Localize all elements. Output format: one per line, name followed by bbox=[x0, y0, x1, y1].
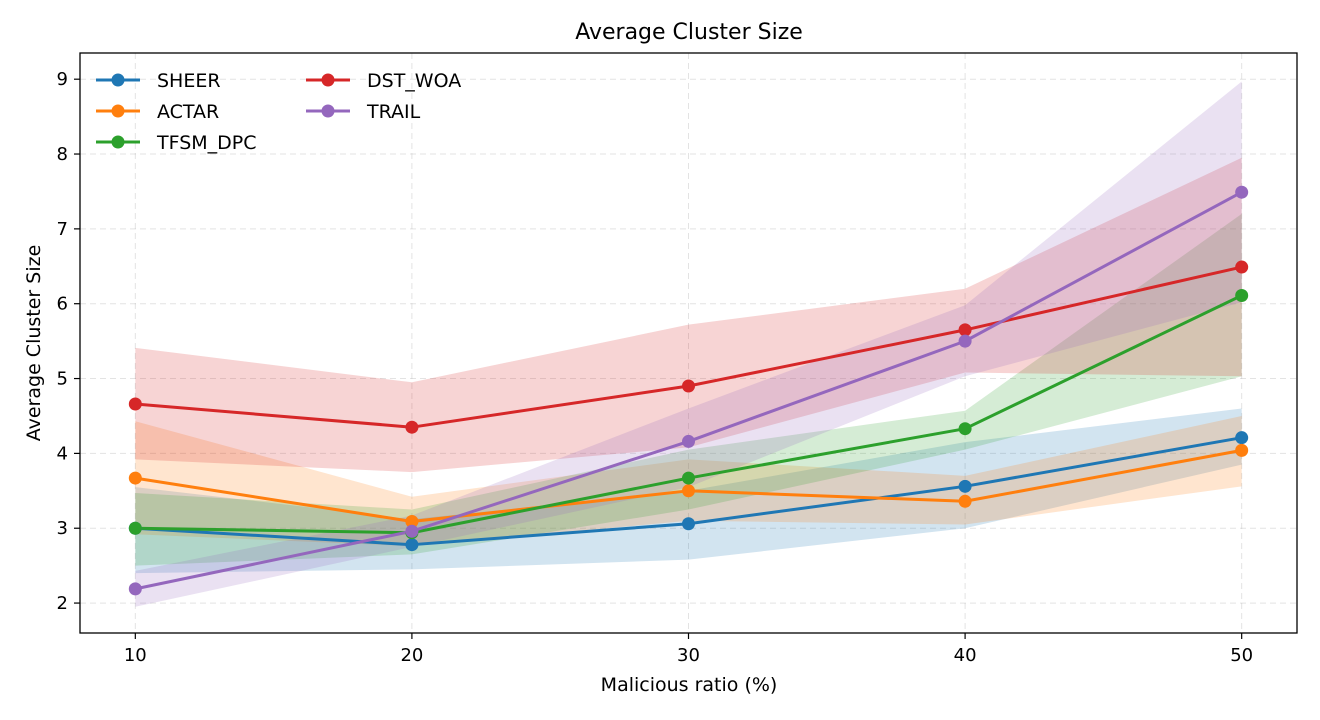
x-tick-label: 30 bbox=[677, 645, 700, 666]
x-tick-label: 50 bbox=[1230, 645, 1253, 666]
legend-label-trail: TRAIL bbox=[366, 101, 421, 123]
trail-point bbox=[1235, 185, 1249, 199]
y-tick-label: 9 bbox=[57, 69, 68, 90]
tfsm-dpc-point bbox=[958, 422, 972, 436]
dst-woa-point bbox=[958, 323, 972, 337]
actar-point bbox=[128, 471, 142, 485]
legend-item-trail: TRAIL bbox=[306, 101, 421, 123]
y-tick-label: 4 bbox=[57, 443, 68, 464]
legend-item-sheer: SHEER bbox=[96, 70, 221, 92]
tfsm-dpc-point bbox=[1235, 288, 1249, 302]
sheer-point bbox=[1235, 431, 1249, 445]
x-tick-label: 10 bbox=[124, 645, 147, 666]
y-tick-label: 7 bbox=[57, 219, 68, 240]
y-axis-label: Average Cluster Size bbox=[23, 245, 45, 442]
legend-marker-actar bbox=[111, 104, 125, 118]
trail-point bbox=[128, 582, 142, 596]
y-tick-label: 5 bbox=[57, 369, 68, 390]
dst-woa-point bbox=[405, 420, 419, 434]
x-tick-label: 20 bbox=[400, 645, 423, 666]
legend-label-actar: ACTAR bbox=[157, 101, 219, 123]
trail-band bbox=[135, 81, 1242, 607]
legend-label-sheer: SHEER bbox=[157, 70, 221, 92]
y-tick-label: 6 bbox=[57, 294, 68, 315]
legend: SHEER ACTAR TFSM_DPC DST_WOA TRAIL bbox=[96, 70, 461, 154]
trail-point bbox=[682, 434, 695, 448]
legend-label-tfsm-dpc: TFSM_DPC bbox=[156, 132, 257, 154]
x-axis-label: Malicious ratio (%) bbox=[601, 674, 778, 696]
actar-point bbox=[405, 514, 419, 528]
legend-marker-dst-woa bbox=[321, 73, 335, 87]
x-axis-ticks: 10 20 30 40 50 bbox=[124, 633, 1253, 666]
trail-point bbox=[405, 524, 419, 538]
legend-marker-trail bbox=[321, 104, 335, 118]
dst-woa-point bbox=[1235, 260, 1249, 274]
trail-point bbox=[958, 334, 972, 348]
legend-marker-sheer bbox=[111, 73, 125, 87]
series-points bbox=[128, 185, 1249, 596]
y-axis-ticks: 2 3 4 5 6 7 8 9 bbox=[57, 69, 80, 614]
legend-item-tfsm-dpc: TFSM_DPC bbox=[96, 132, 257, 154]
legend-item-actar: ACTAR bbox=[96, 101, 219, 123]
actar-point bbox=[1235, 443, 1249, 457]
dst-woa-point bbox=[682, 379, 695, 393]
y-tick-label: 2 bbox=[57, 593, 68, 614]
actar-point bbox=[682, 484, 695, 498]
legend-label-dst-woa: DST_WOA bbox=[367, 70, 461, 92]
tfsm-dpc-point bbox=[128, 521, 142, 535]
dst-woa-band bbox=[135, 157, 1242, 473]
dst-woa-point bbox=[128, 397, 142, 411]
x-tick-label: 40 bbox=[954, 645, 977, 666]
tfsm-dpc-point bbox=[682, 471, 695, 485]
sheer-point bbox=[405, 538, 419, 552]
sheer-point bbox=[682, 517, 695, 531]
actar-point bbox=[958, 494, 972, 508]
y-tick-label: 3 bbox=[57, 518, 68, 539]
legend-item-dst-woa: DST_WOA bbox=[306, 70, 461, 92]
y-tick-label: 8 bbox=[57, 144, 68, 165]
chart-title: Average Cluster Size bbox=[575, 20, 803, 45]
sheer-point bbox=[958, 479, 972, 493]
legend-marker-tfsm-dpc bbox=[111, 135, 125, 149]
